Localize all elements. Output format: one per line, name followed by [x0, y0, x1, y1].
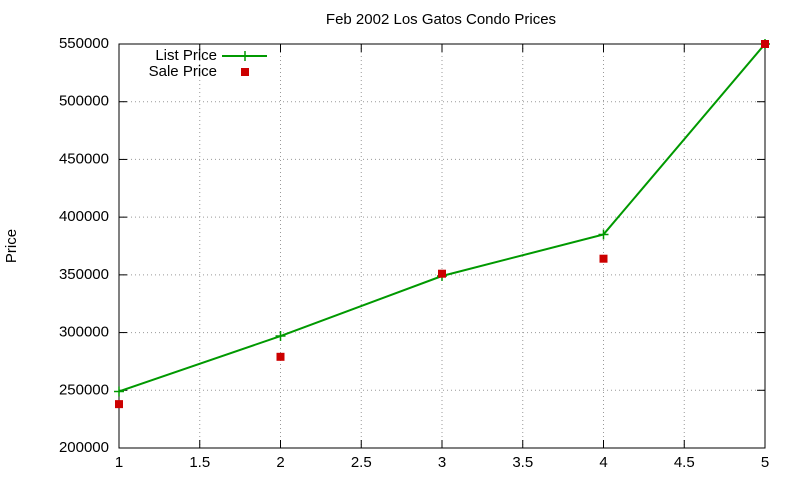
y-tick-label: 550000 — [59, 35, 109, 52]
chart-title: Feb 2002 Los Gatos Condo Prices — [326, 11, 556, 28]
legend-label: List Price — [155, 47, 217, 64]
x-tick-label: 2.5 — [351, 454, 372, 471]
x-tick-label: 1.5 — [189, 454, 210, 471]
point — [276, 352, 285, 361]
x-tick-label: 4 — [599, 454, 607, 471]
plot-frame — [118, 43, 766, 449]
y-tick-label: 350000 — [59, 266, 109, 283]
x-tick-label: 2 — [276, 454, 284, 471]
x-tick-label: 5 — [761, 454, 769, 471]
legend-marker — [240, 51, 250, 61]
x-tick-label: 3.5 — [512, 454, 533, 471]
y-tick-label: 400000 — [59, 208, 109, 225]
y-axis-label: Price — [3, 229, 20, 263]
x-tick-label: 1 — [115, 454, 123, 471]
point — [275, 331, 286, 342]
point — [599, 254, 608, 263]
point — [761, 40, 769, 48]
x-tick-label: 4.5 — [674, 454, 695, 471]
y-tick-label: 450000 — [59, 150, 109, 167]
point — [115, 400, 123, 409]
point — [438, 269, 446, 278]
x-tick-label: 3 — [438, 454, 446, 471]
point — [114, 386, 124, 397]
point — [598, 229, 609, 240]
y-tick-label: 200000 — [59, 439, 109, 456]
y-tick-label: 250000 — [59, 381, 109, 398]
legend-marker — [241, 68, 249, 76]
y-tick-label: 300000 — [59, 324, 109, 341]
y-tick-label: 500000 — [59, 93, 109, 110]
legend-label: Sale Price — [149, 63, 217, 80]
